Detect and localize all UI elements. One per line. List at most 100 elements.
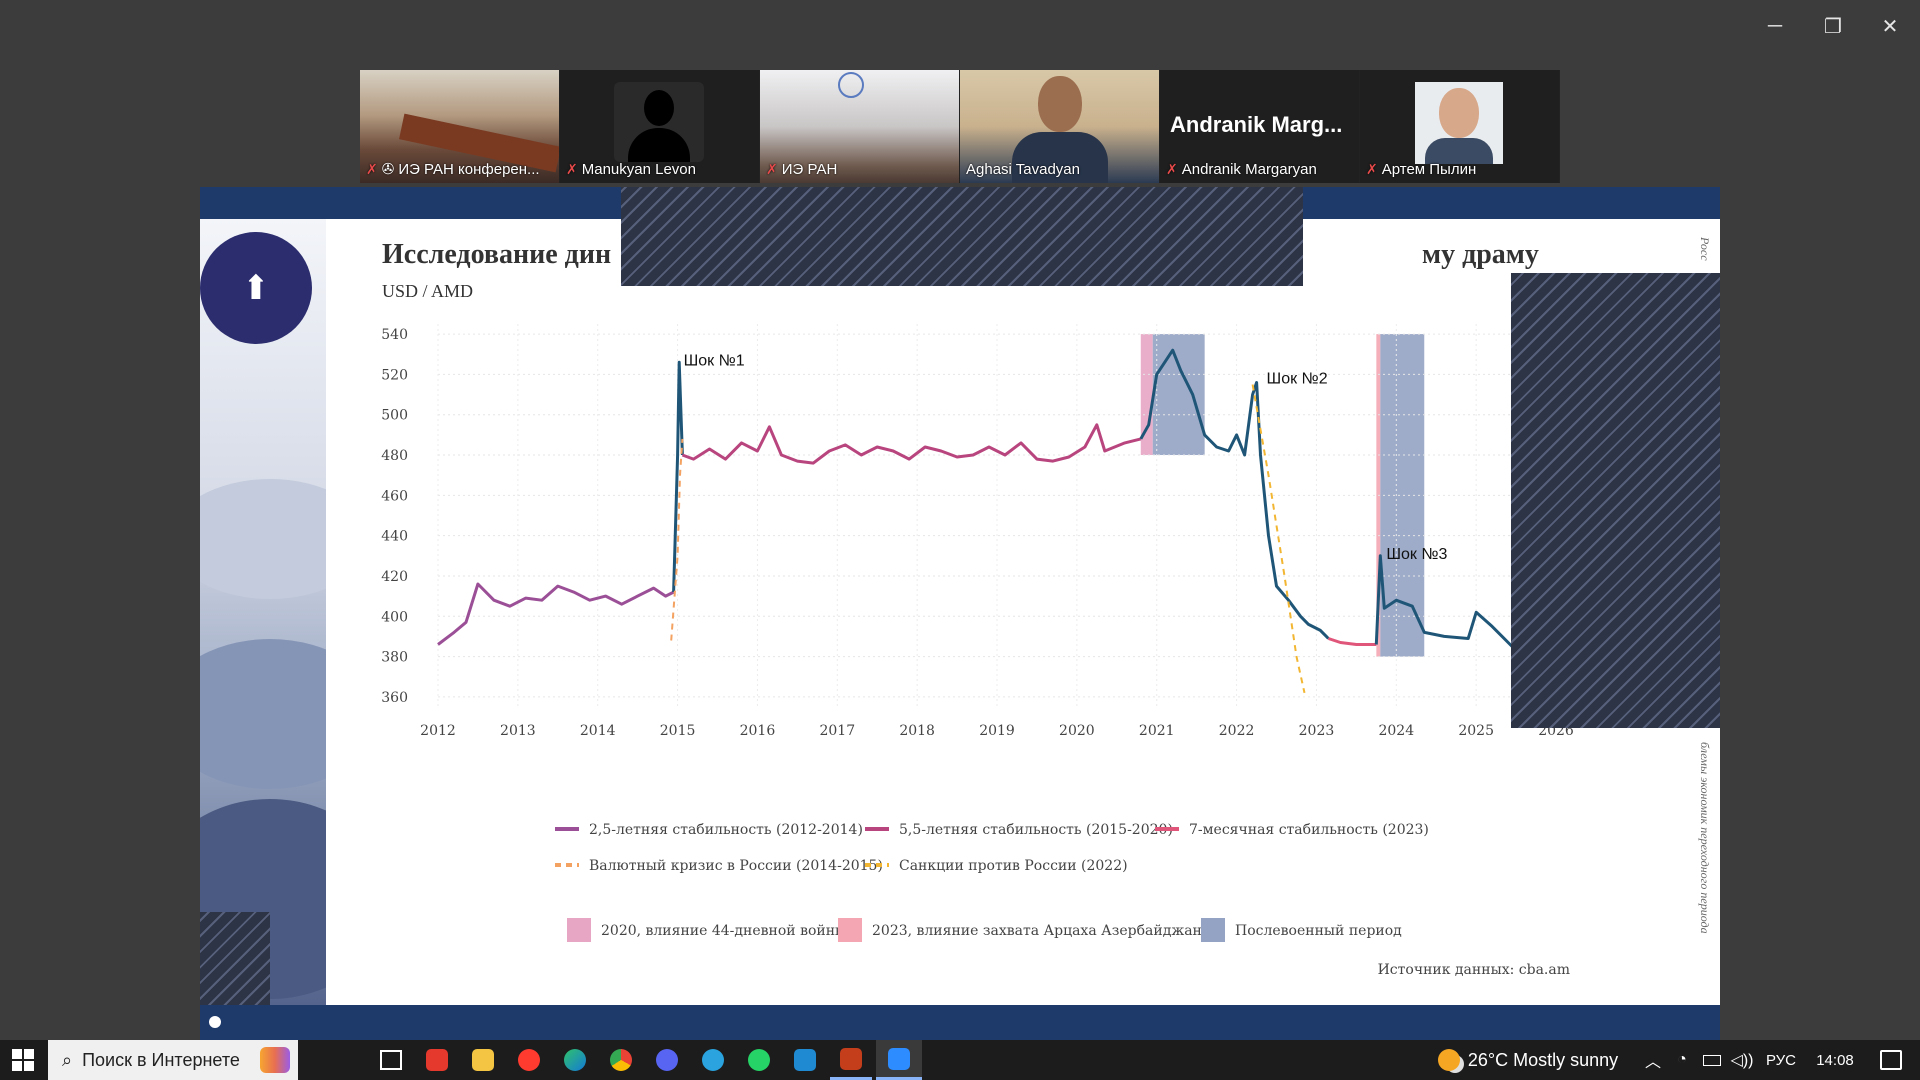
x-tick-label: 2023 [1299, 723, 1335, 739]
notification-button[interactable] [1868, 1040, 1914, 1080]
notification-icon [1880, 1050, 1902, 1070]
weather-widget[interactable]: 26°C Mostly sunny [1428, 1040, 1628, 1080]
app-yandex[interactable] [508, 1040, 550, 1080]
series-line [1251, 384, 1306, 694]
app-chrome[interactable] [600, 1040, 642, 1080]
y-tick-label: 540 [381, 327, 408, 343]
x-tick-label: 2024 [1378, 723, 1414, 739]
app-powerpoint[interactable] [830, 1040, 872, 1080]
x-tick-label: 2014 [580, 723, 616, 739]
participant-tile-tavadyan[interactable]: Aghasi Tavadyan [960, 70, 1159, 183]
avatar-silhouette-icon [614, 82, 704, 162]
x-tick-label: 2013 [500, 723, 536, 739]
x-tick-label: 2016 [740, 723, 776, 739]
restore-button[interactable]: ❐ [1824, 15, 1842, 38]
x-tick-label: 2015 [660, 723, 696, 739]
slide-vertical-text-top: Росс [1698, 237, 1712, 261]
x-tick-label: 2018 [899, 723, 935, 739]
battery-status[interactable] [1698, 1040, 1726, 1080]
app-anydesk[interactable] [416, 1040, 458, 1080]
task-view-icon [380, 1050, 402, 1070]
x-tick-label: 2012 [420, 723, 456, 739]
input-language[interactable]: РУС [1765, 1051, 1797, 1069]
folder-icon [472, 1049, 494, 1071]
search-highlight-icon [260, 1047, 290, 1073]
y-tick-label: 400 [381, 609, 408, 625]
y-tick-label: 420 [381, 569, 408, 585]
app-vscode[interactable] [784, 1040, 826, 1080]
institute-logo-icon [838, 72, 864, 98]
chrome-icon [610, 1049, 632, 1071]
close-button[interactable]: ✕ [1881, 15, 1899, 38]
task-view-button[interactable] [370, 1040, 412, 1080]
exchange-rate-chart: 540 520 500 480 460 440 420 400 380 360 2012 2013 20… [381, 324, 1574, 978]
participant-label: ✗ Andranik Margaryan [1166, 161, 1317, 178]
y-tick-label: 380 [381, 650, 408, 666]
redaction-top-block [621, 187, 1303, 286]
slide-page-icon [209, 1016, 221, 1028]
participant-label: Aghasi Tavadyan [966, 161, 1080, 178]
x-tick-label: 2017 [819, 723, 855, 739]
y-tick-label: 440 [381, 529, 408, 545]
volume-control[interactable]: ◁)) [1728, 1040, 1756, 1080]
app-explorer[interactable] [462, 1040, 504, 1080]
participant-tile-manukyan[interactable]: ✗ Manukyan Levon [560, 70, 759, 183]
x-tick-label: 2019 [979, 723, 1015, 739]
minimize-button[interactable]: ─ [1767, 14, 1783, 37]
muted-mic-icon: ✗ [566, 161, 578, 177]
slide-bottom-bar [200, 1005, 1720, 1040]
legend-box-swatch [838, 918, 862, 942]
series-line [1139, 348, 1330, 640]
slide-title-right: му драму [1422, 239, 1539, 270]
remote-app-icon [426, 1049, 448, 1071]
wifi-icon: ◔ [1677, 1051, 1687, 1068]
shaded-period [1140, 334, 1153, 456]
sun-cloud-icon [1437, 1049, 1460, 1071]
y-tick-label: 480 [381, 448, 408, 464]
legend-box-label: Послевоенный период [1235, 923, 1402, 939]
battery-icon [1703, 1054, 1721, 1066]
taskbar-search[interactable]: ⌕ Поиск в Интернете [48, 1040, 298, 1080]
start-button[interactable] [0, 1040, 46, 1080]
legend-box-label: 2020, влияние 44-дневной войны [601, 923, 846, 939]
clock[interactable]: 14:08 [1816, 1051, 1854, 1069]
powerpoint-icon [840, 1047, 862, 1070]
participant-tile-margaryan[interactable]: Andranik Marg... ✗ Andranik Margaryan [1160, 70, 1359, 183]
legend-label: 7-месячная стабильность (2023) [1189, 822, 1429, 838]
ru-logo-icon: ⬆ [200, 232, 312, 344]
search-placeholder: Поиск в Интернете [82, 1049, 240, 1070]
muted-mic-icon: ✗ [366, 160, 378, 177]
weather-text: 26°C Mostly sunny [1467, 1049, 1619, 1070]
participant-tile-room[interactable]: ✗ ✇ ИЭ РАН конферен... [360, 70, 559, 183]
app-whatsapp[interactable] [738, 1040, 780, 1080]
series-line [670, 438, 684, 641]
chevron-up-icon: ︿ [1644, 1054, 1661, 1071]
redaction-left-block [200, 912, 270, 1005]
series-line [681, 423, 1142, 465]
legend-box-swatch [567, 918, 591, 942]
pin-icon: ✇ [381, 161, 395, 178]
app-telegram[interactable] [692, 1040, 734, 1080]
participant-tile-iepan[interactable]: ✗ ИЭ РАН [760, 70, 959, 183]
telegram-icon [702, 1049, 724, 1071]
edge-icon [564, 1049, 586, 1071]
series-line [672, 360, 684, 593]
yandex-browser-icon [518, 1049, 540, 1071]
series-line [1327, 637, 1377, 646]
legend-box-swatch [1201, 918, 1225, 942]
redaction-right-block [1511, 273, 1720, 728]
network-status[interactable]: ◔ [1668, 1040, 1696, 1080]
app-zoom[interactable] [876, 1040, 922, 1080]
participant-display-name: Andranik Marg... [1170, 112, 1343, 137]
windows-logo-icon [12, 1049, 34, 1071]
show-hidden-icons[interactable]: ︿ [1640, 1040, 1666, 1080]
participant-tile-pylin[interactable]: ✗ Артем Пылин [1360, 70, 1559, 183]
app-edge[interactable] [554, 1040, 596, 1080]
app-discord[interactable] [646, 1040, 688, 1080]
y-tick-label: 520 [381, 367, 408, 383]
speaker-face [1038, 76, 1082, 132]
legend-box-label: 2023, влияние захвата Арцаха Азербайджан… [872, 923, 1221, 939]
vscode-icon [794, 1049, 816, 1071]
shared-slide: ⬆ Исследование дин му драму USD / AMD Ро… [200, 187, 1720, 1040]
series-line [437, 582, 675, 646]
